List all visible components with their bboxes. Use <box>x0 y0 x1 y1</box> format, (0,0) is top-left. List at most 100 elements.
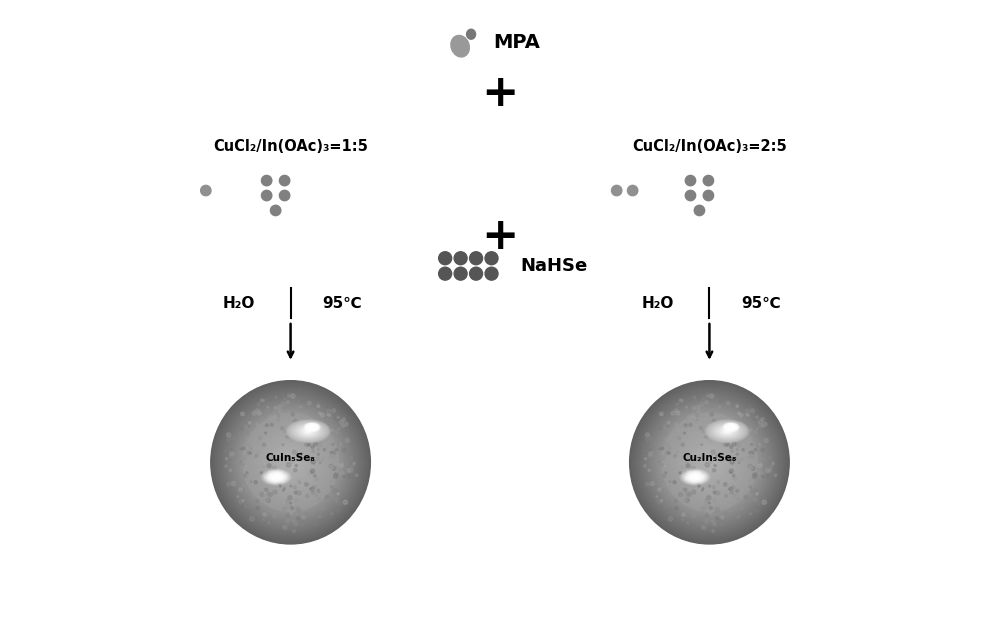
Circle shape <box>694 205 705 216</box>
Circle shape <box>325 418 328 421</box>
Circle shape <box>282 444 284 446</box>
Circle shape <box>261 190 272 201</box>
Circle shape <box>726 401 730 405</box>
Circle shape <box>709 507 712 509</box>
Circle shape <box>761 475 764 478</box>
Circle shape <box>696 419 698 421</box>
Circle shape <box>240 426 244 430</box>
Circle shape <box>741 459 743 460</box>
Ellipse shape <box>259 430 322 495</box>
Circle shape <box>662 474 665 477</box>
Ellipse shape <box>295 425 321 438</box>
Circle shape <box>340 443 342 445</box>
Ellipse shape <box>305 430 311 433</box>
Circle shape <box>716 491 720 495</box>
Circle shape <box>732 442 736 446</box>
Circle shape <box>337 428 339 430</box>
Circle shape <box>737 421 740 424</box>
Circle shape <box>690 472 693 475</box>
Circle shape <box>331 486 333 488</box>
Ellipse shape <box>715 425 739 438</box>
Circle shape <box>737 515 740 518</box>
Circle shape <box>738 462 740 464</box>
Circle shape <box>323 426 326 430</box>
Circle shape <box>317 453 320 455</box>
Circle shape <box>703 472 706 475</box>
Circle shape <box>749 466 753 470</box>
Circle shape <box>667 426 669 427</box>
Circle shape <box>272 466 276 470</box>
Ellipse shape <box>283 454 299 470</box>
Circle shape <box>248 426 250 427</box>
Ellipse shape <box>708 421 746 441</box>
Circle shape <box>317 489 320 493</box>
Circle shape <box>346 462 349 465</box>
Ellipse shape <box>309 425 316 429</box>
Circle shape <box>329 407 331 408</box>
Circle shape <box>759 477 761 479</box>
Text: H₂O: H₂O <box>223 295 255 310</box>
Circle shape <box>675 506 678 510</box>
Circle shape <box>289 433 294 436</box>
Circle shape <box>758 464 762 468</box>
Circle shape <box>300 399 304 403</box>
Circle shape <box>747 456 749 459</box>
Circle shape <box>749 485 751 488</box>
Circle shape <box>719 528 722 531</box>
Ellipse shape <box>264 470 289 484</box>
Circle shape <box>694 397 695 398</box>
Circle shape <box>751 444 753 446</box>
Circle shape <box>753 497 757 502</box>
Ellipse shape <box>242 412 339 512</box>
Circle shape <box>262 443 266 446</box>
Ellipse shape <box>275 446 307 478</box>
Circle shape <box>337 493 339 495</box>
Circle shape <box>687 522 689 524</box>
Ellipse shape <box>639 390 780 535</box>
Circle shape <box>308 470 312 474</box>
Circle shape <box>317 402 319 403</box>
Ellipse shape <box>289 421 327 441</box>
Circle shape <box>282 507 285 510</box>
Ellipse shape <box>728 426 734 429</box>
Circle shape <box>761 448 765 452</box>
Ellipse shape <box>311 426 313 428</box>
Circle shape <box>334 473 338 476</box>
Circle shape <box>327 411 329 413</box>
Circle shape <box>250 475 254 478</box>
Circle shape <box>262 466 265 468</box>
Ellipse shape <box>231 401 350 523</box>
Ellipse shape <box>695 448 723 476</box>
Circle shape <box>340 472 344 476</box>
Ellipse shape <box>223 393 358 531</box>
Circle shape <box>330 512 333 515</box>
Ellipse shape <box>307 431 309 432</box>
Circle shape <box>272 412 274 414</box>
Circle shape <box>267 407 269 408</box>
Circle shape <box>334 417 336 419</box>
Circle shape <box>330 466 334 470</box>
Circle shape <box>710 422 713 424</box>
Circle shape <box>281 402 285 407</box>
Circle shape <box>756 493 758 495</box>
Circle shape <box>687 397 690 401</box>
Circle shape <box>294 486 297 489</box>
Circle shape <box>288 496 292 500</box>
Circle shape <box>454 267 467 280</box>
Ellipse shape <box>719 427 735 435</box>
Circle shape <box>718 424 721 427</box>
Ellipse shape <box>229 399 352 525</box>
Circle shape <box>240 461 242 463</box>
Circle shape <box>726 431 728 433</box>
Circle shape <box>669 447 671 449</box>
Ellipse shape <box>293 423 323 439</box>
Circle shape <box>324 426 327 430</box>
Circle shape <box>736 443 740 447</box>
Ellipse shape <box>724 430 730 433</box>
Circle shape <box>311 460 315 464</box>
Circle shape <box>684 424 687 426</box>
Circle shape <box>675 423 677 426</box>
Circle shape <box>720 523 722 526</box>
Circle shape <box>286 463 291 467</box>
Ellipse shape <box>659 410 760 514</box>
